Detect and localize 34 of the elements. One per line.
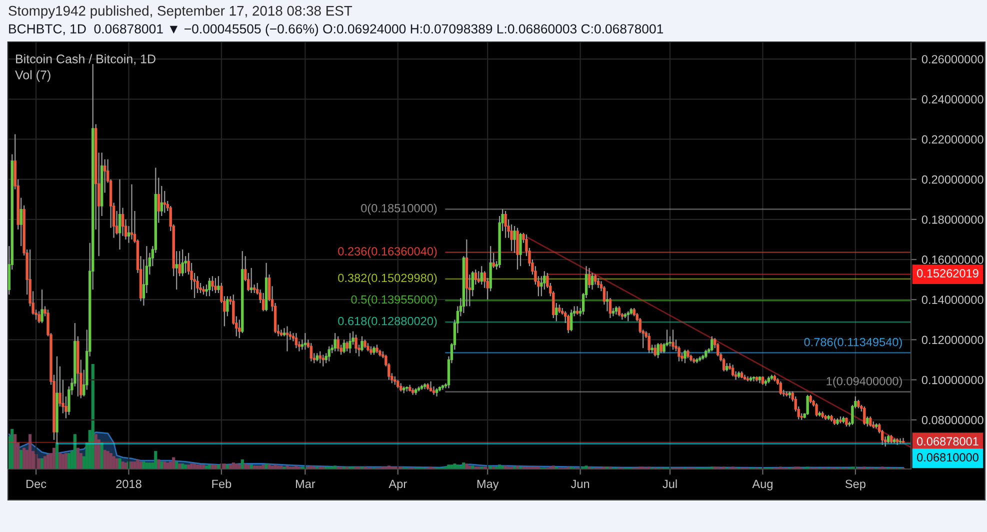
y-tick-label: 0.16000000	[922, 256, 984, 264]
x-tick-label: Dec	[26, 480, 46, 488]
x-tick-label: Aug	[752, 480, 772, 490]
chart-title: Vol (7)	[15, 70, 50, 82]
x-tick-label: 2018	[116, 480, 142, 488]
y-tick-label: 0.24000000	[922, 95, 984, 104]
series-label: 0.382(0.15029980)	[338, 273, 437, 284]
y-tick-label: 0.20000000	[922, 175, 984, 184]
y-tick-label: 0.22000000	[922, 135, 984, 144]
y-tick-label: 0.18000000	[922, 215, 984, 224]
chart-subtitle: BCHBTC, 1D 0.06878001 ▼ −0.00045505 (−0.66%) O:0.06924000 H:0.07098389 L:0.06860003 C:0.06878001	[9, 24, 664, 36]
text: Bitcoin Cash / Bitcoin, 1D	[16, 54, 156, 65]
x-tick-label: Jul	[662, 479, 677, 488]
x-tick-label: Apr	[388, 480, 407, 490]
x-tick-label: Mar	[296, 480, 316, 488]
series-label: 0(0.18510000)	[361, 204, 437, 215]
x-tick-label: May	[477, 480, 499, 490]
y-tick-label: 0.14000000	[922, 296, 984, 304]
y-tick-label: 0.12000000	[922, 336, 984, 344]
series-label: 0.618(0.12880020)	[338, 316, 437, 328]
y-tick-label: 0.08000000	[922, 416, 984, 424]
ref-line-label: 0.06878001	[917, 437, 978, 446]
data-label: 0.15262019	[917, 269, 978, 278]
series-label: 0.5(0.13955000)	[351, 295, 437, 306]
x-tick-label: Feb	[212, 479, 232, 488]
x-tick-label: Jun	[570, 480, 590, 488]
data-label: 0.06810000	[917, 453, 978, 462]
y-tick-label: 0.26000000	[922, 55, 984, 64]
x-tick-label: Sep	[845, 480, 866, 490]
series-label: 0.786(0.11349540)	[804, 338, 902, 349]
series-label: 1(0.09400000)	[826, 376, 902, 388]
text: Stompy1942 published, September 17, 2018 08:38 EST	[8, 6, 352, 18]
series-label: 0.236(0.16360040)	[338, 246, 437, 258]
y-tick-label: 0.10000000	[922, 376, 984, 384]
